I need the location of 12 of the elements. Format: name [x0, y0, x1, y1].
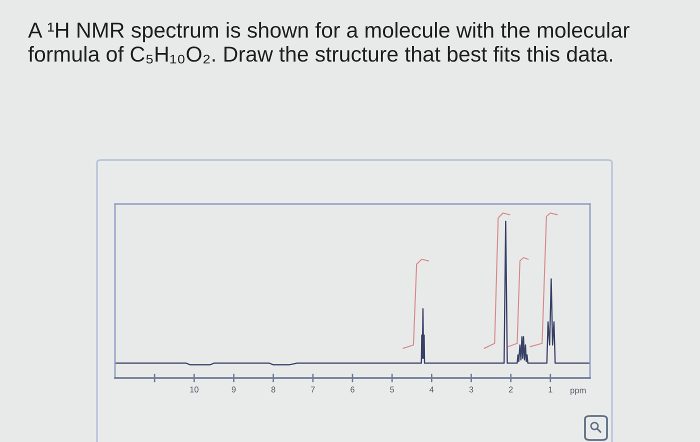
x-tick-label: 6 — [350, 386, 354, 392]
x-tick-label: 4 — [430, 386, 434, 392]
x-tick-label: 3 — [469, 386, 474, 392]
x-tick-label: 7 — [311, 386, 315, 392]
x-tick-label: 10 — [190, 386, 198, 392]
x-tick-label: 2 — [508, 386, 513, 392]
x-axis-title: ppm — [570, 388, 586, 395]
x-tick-label: 8 — [271, 386, 276, 392]
x-tick-label: 1 — [548, 386, 552, 392]
x-tick-label: 9 — [232, 386, 236, 392]
chart-title: A ¹H NMR spectrum is shown for a molecule with the molecular formula of C₅H₁₀O₂. Draw the structure that best fits this data. — [28, 22, 630, 64]
x-tick-label: 5 — [390, 386, 394, 392]
